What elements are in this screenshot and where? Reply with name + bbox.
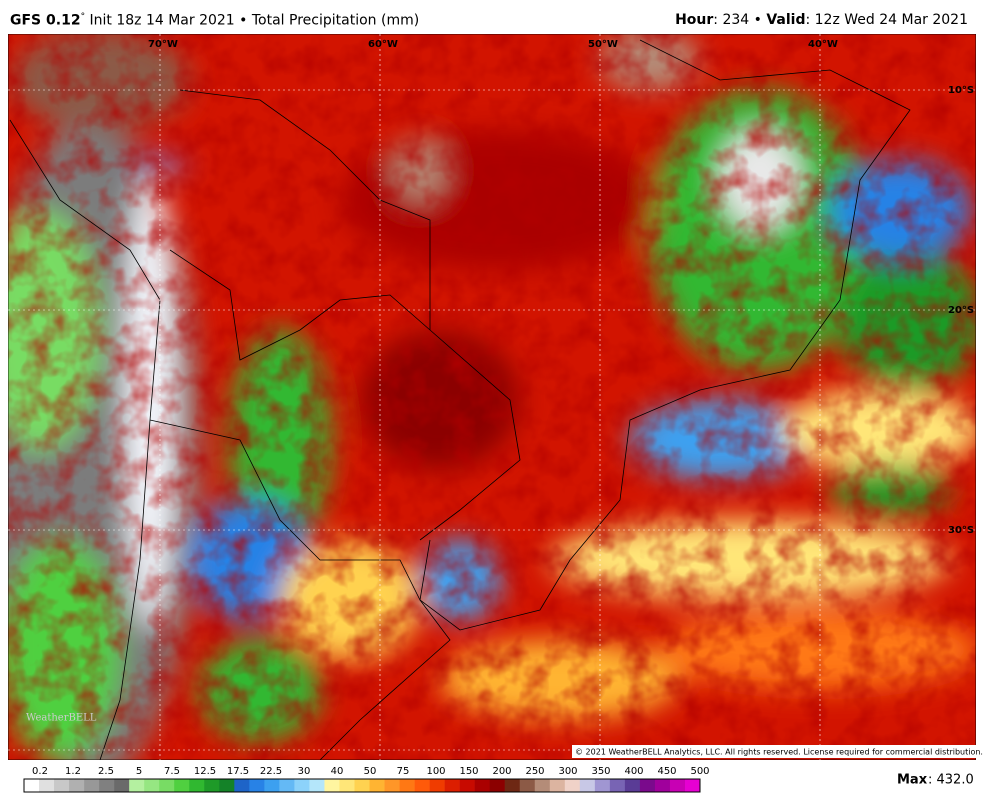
legend-swatch (594, 779, 611, 792)
legend-label: 350 (591, 766, 610, 777)
legend-swatch (174, 779, 190, 792)
legend-swatch (429, 779, 445, 792)
legend-swatch (24, 779, 40, 792)
legend-label: 300 (558, 766, 577, 777)
legend-swatch (399, 779, 415, 792)
legend-label: 1.2 (65, 766, 81, 777)
lat-label: 10°S (948, 85, 974, 96)
legend-swatch (99, 779, 115, 792)
copyright-bg (572, 745, 976, 758)
lat-label: 20°S (948, 305, 974, 316)
legend-label: 22.5 (260, 766, 282, 777)
legend-swatch (189, 779, 205, 792)
lon-label: 60°W (368, 39, 398, 50)
max-value: : 432.0 (928, 773, 974, 788)
legend-swatch (219, 779, 235, 792)
valid-label: Valid (766, 12, 806, 28)
legend-swatch (384, 779, 400, 792)
legend-swatch (639, 779, 656, 792)
legend-swatch (294, 779, 310, 792)
legend-swatch (324, 779, 340, 792)
hour-label: Hour (675, 12, 714, 28)
legend-swatch (444, 779, 460, 792)
legend: 0.2 1.2 2.5 5 7.5 12.5 17.5 22.5 30 40 50 75 100 150 2… (23, 766, 710, 793)
legend-frame (23, 778, 701, 793)
legend-label: 500 (690, 766, 709, 777)
init: Init 18z 14 Mar 2021 • Total Precipitati… (85, 12, 420, 29)
header-left: GFS 0.12° Init 18z 14 Mar 2021 • Total P… (10, 12, 419, 29)
graticule (8, 34, 976, 760)
legend-swatch (129, 779, 145, 792)
legend-swatch (684, 779, 701, 792)
legend-swatch (669, 779, 686, 792)
legend-label: 100 (426, 766, 445, 777)
legend-swatch (114, 779, 130, 792)
legend-swatch (309, 779, 325, 792)
copyright: © 2021 WeatherBELL Analytics, LLC. All r… (575, 748, 983, 757)
precip-field (8, 34, 976, 760)
legend-label: 40 (331, 766, 344, 777)
legend-label: 400 (624, 766, 643, 777)
legend-swatch (459, 779, 475, 792)
max-label: Max (897, 773, 928, 788)
lon-label: 50°W (588, 39, 618, 50)
legend-label: 30 (298, 766, 311, 777)
legend-label: 450 (657, 766, 676, 777)
degree: ° (80, 12, 86, 22)
legend-swatch (279, 779, 295, 792)
borders (8, 34, 976, 760)
legend-swatch (249, 779, 265, 792)
lon-label: 70°W (148, 39, 178, 50)
legend-swatch (264, 779, 280, 792)
legend-swatch (504, 779, 521, 792)
legend-swatch (534, 779, 551, 792)
legend-swatch (339, 779, 355, 792)
logo: WeatherBELL (26, 713, 97, 724)
legend-swatch (234, 779, 250, 792)
lon-label: 40°W (808, 39, 838, 50)
legend-swatch (654, 779, 671, 792)
legend-swatch (54, 779, 70, 792)
legend-swatch (549, 779, 566, 792)
legend-swatch (204, 779, 220, 792)
legend-label: 0.2 (32, 766, 48, 777)
legend-swatch (369, 779, 385, 792)
model: GFS 0.12 (10, 12, 81, 29)
legend-label: 7.5 (164, 766, 180, 777)
legend-label: 200 (492, 766, 511, 777)
legend-swatch (84, 779, 100, 792)
legend-label: 250 (525, 766, 544, 777)
legend-swatch (489, 779, 506, 792)
legend-swatch (144, 779, 160, 792)
hour: : 234 • (713, 12, 767, 28)
legend-swatch (69, 779, 85, 792)
legend-swatch (414, 779, 430, 792)
header-right: Hour: 234 • Valid: 12z Wed 24 Mar 2021 (675, 12, 968, 28)
legend-label: 50 (364, 766, 377, 777)
valid: : 12z Wed 24 Mar 2021 (805, 12, 968, 28)
legend-label: 150 (459, 766, 478, 777)
legend-swatch (354, 779, 370, 792)
legend-swatch (579, 779, 596, 792)
legend-swatch (519, 779, 536, 792)
legend-swatch (624, 779, 641, 792)
legend-swatch (609, 779, 626, 792)
legend-label: 5 (136, 766, 142, 777)
legend-swatch (159, 779, 175, 792)
legend-label: 2.5 (98, 766, 114, 777)
legend-label: 17.5 (227, 766, 249, 777)
legend-label: 12.5 (194, 766, 216, 777)
legend-swatch (564, 779, 581, 792)
lat-label: 30°S (948, 525, 974, 536)
legend-swatch (39, 779, 55, 792)
legend-swatch (474, 779, 490, 792)
legend-label: 75 (397, 766, 410, 777)
